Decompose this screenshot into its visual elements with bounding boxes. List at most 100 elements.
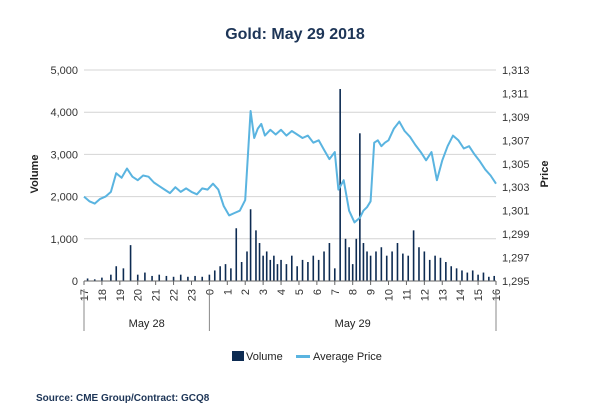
volume-bar <box>249 209 252 281</box>
volume-bar <box>396 243 399 281</box>
x-tick-label: 23 <box>186 289 198 301</box>
x-tick-label: 22 <box>169 289 181 301</box>
left-tick-label: 3,000 <box>50 149 78 161</box>
x-axis: 17 18 19 20 21 22 23 0 1 2 3 4 5 6 7 8 9 10 11 12 13 14 15 16Ma… <box>79 280 503 331</box>
x-tick-label: 17 <box>79 289 91 301</box>
volume-bar <box>265 251 268 281</box>
volume-bar <box>344 238 347 281</box>
volume-bar <box>402 253 404 281</box>
volume-bar <box>477 274 479 281</box>
source-note: Source: CME Group/Contract: GCQ8 <box>36 393 210 404</box>
volume-bar <box>219 266 221 281</box>
volume-bar <box>369 255 372 281</box>
volume-bar <box>208 274 211 281</box>
volume-bar <box>110 274 112 281</box>
volume-bar <box>461 270 463 281</box>
right-tick-label: 1,301 <box>502 206 530 218</box>
right-tick-label: 1,309 <box>502 112 530 124</box>
volume-bar <box>224 264 227 281</box>
x-tick-label: 6 <box>312 289 324 295</box>
average-price-line <box>83 110 497 224</box>
x-tick-label: 19 <box>115 289 127 301</box>
x-tick-label: 3 <box>258 289 270 295</box>
x-tick-label: 7 <box>330 289 342 295</box>
volume-bar <box>359 133 361 281</box>
volume-bar <box>450 266 453 281</box>
right-tick-label: 1,305 <box>502 159 530 171</box>
volume-bars <box>86 88 496 282</box>
volume-bar <box>273 255 275 281</box>
left-tick-label: 1,000 <box>50 234 78 246</box>
right-tick-label: 1,295 <box>502 276 530 288</box>
volume-bar <box>240 262 243 281</box>
volume-bar <box>165 275 168 281</box>
volume-bar <box>122 268 125 281</box>
x-tick-label: 14 <box>455 289 467 301</box>
x-tick-label: 21 <box>151 289 163 301</box>
volume-bar <box>351 264 354 281</box>
right-axis-title: Price <box>539 161 551 188</box>
volume-bar <box>158 274 161 281</box>
average-price-series <box>83 110 497 224</box>
right-tick-label: 1,311 <box>502 88 529 100</box>
volume-bar <box>391 251 393 281</box>
x-tick-label: 20 <box>133 289 145 301</box>
volume-bar <box>269 259 272 281</box>
x-tick-label: 0 <box>204 289 216 295</box>
x-tick-label: 9 <box>366 289 378 295</box>
x-tick-label: 16 <box>491 289 503 301</box>
volume-bar <box>262 255 264 281</box>
volume-bar <box>136 274 139 281</box>
legend-label-average-price: Average Price <box>313 351 382 363</box>
volume-bar <box>385 255 388 281</box>
x-tick-label: 10 <box>384 289 396 301</box>
volume-bar <box>333 268 336 281</box>
volume-bar <box>101 277 103 281</box>
volume-bar <box>307 262 309 281</box>
volume-bar <box>428 259 431 281</box>
volume-bar <box>86 278 89 281</box>
right-tick-label: 1,307 <box>502 135 530 147</box>
volume-bar <box>115 266 118 281</box>
day-label: May 28 <box>129 318 165 330</box>
legend: Volume Average Price <box>232 351 382 363</box>
left-tick-label: 2,000 <box>50 192 78 204</box>
left-tick-label: 5,000 <box>50 65 78 77</box>
right-tick-label: 1,297 <box>502 253 530 265</box>
x-tick-label: 11 <box>401 289 413 300</box>
volume-bar <box>412 230 415 281</box>
volume-bar <box>466 272 469 281</box>
volume-bar <box>213 270 216 281</box>
left-axis-title: Volume <box>29 155 41 194</box>
volume-bar <box>493 275 496 281</box>
volume-bar <box>235 228 238 281</box>
volume-bar <box>187 276 189 281</box>
volume-bar <box>179 274 182 281</box>
volume-bar <box>296 266 298 281</box>
volume-bar <box>194 275 196 281</box>
volume-bar <box>201 276 204 281</box>
volume-bar <box>301 259 304 281</box>
volume-bar <box>328 243 331 281</box>
volume-bar <box>312 255 315 281</box>
volume-bar <box>151 275 153 281</box>
volume-bar <box>172 276 175 281</box>
volume-bar <box>285 264 288 281</box>
volume-bar <box>418 247 420 281</box>
x-tick-label: 15 <box>473 289 485 301</box>
volume-bar <box>355 238 358 281</box>
volume-bar <box>255 230 257 281</box>
x-tick-label: 12 <box>419 289 431 301</box>
volume-bar <box>366 251 368 281</box>
right-tick-label: 1,303 <box>502 182 530 194</box>
right-tick-label: 1,299 <box>502 229 530 241</box>
chart-title: Gold: May 29 2018 <box>225 26 365 43</box>
x-tick-label: 18 <box>97 289 109 301</box>
volume-bar <box>375 251 377 281</box>
volume-bar <box>348 247 350 281</box>
legend-label-volume: Volume <box>246 351 283 363</box>
x-tick-label: 4 <box>276 289 288 295</box>
volume-bar <box>482 272 485 281</box>
volume-bar <box>488 276 490 281</box>
